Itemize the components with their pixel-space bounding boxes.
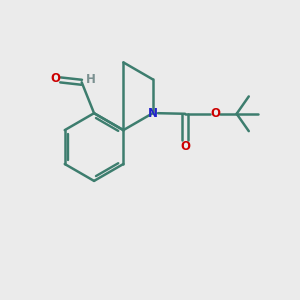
Text: N: N <box>148 107 158 120</box>
Text: O: O <box>180 140 190 153</box>
Text: H: H <box>85 73 95 86</box>
Text: O: O <box>210 107 220 120</box>
Text: O: O <box>50 72 61 85</box>
